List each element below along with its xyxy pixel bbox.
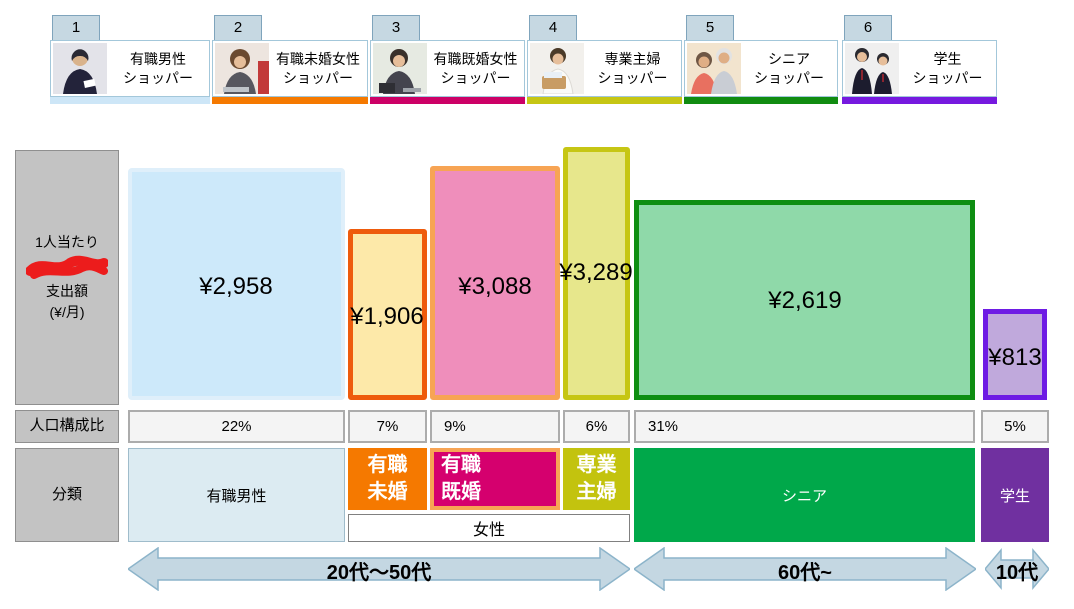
segment-name: 有職男性 — [130, 50, 186, 67]
segment-name: 有職未婚女性 — [276, 50, 360, 67]
segment-suffix: ショッパー — [123, 69, 193, 86]
age-arrow-60s-plus — [634, 547, 976, 591]
students-photo-icon — [845, 43, 899, 94]
segment-photo-box: 有職未婚女性 ショッパー — [212, 40, 368, 97]
classification-employed-married: 有職 既婚 — [430, 448, 560, 510]
bar-value-employed-unmarried-female: ¥1,906 — [350, 303, 424, 330]
segment-card-housewife: 4 専業主婦 ショッパー — [527, 15, 682, 105]
classification-student: 学生 — [981, 448, 1049, 542]
segment-number: 1 — [71, 19, 81, 36]
population-ratio-label: 人口構成比 — [15, 410, 119, 443]
segment-suffix: ショッパー — [754, 69, 824, 86]
classification-label-text: 分類 — [51, 485, 82, 503]
employed-unmarried-female-photo-icon — [215, 43, 269, 94]
segment-number: 3 — [391, 19, 401, 36]
segment-name: 有職既婚女性 — [433, 50, 518, 67]
population-cell-student: 5% — [981, 410, 1049, 443]
bar-value-employed-male: ¥2,958 — [199, 273, 273, 300]
segment-number: 2 — [233, 19, 243, 36]
segment-card-employed-unmarried-female: 2 有職未婚女性 ショッパー — [212, 15, 368, 105]
segment-card-senior: 5 シニア ショッパー — [684, 15, 838, 105]
segment-accent-bar — [50, 97, 210, 104]
population-cell-senior: 31% — [634, 410, 975, 443]
segment-caption: 専業主婦 ショッパー — [584, 50, 681, 88]
segment-photo-box: 有職男性 ショッパー — [50, 40, 210, 97]
segment-number: 4 — [548, 19, 558, 36]
bar-student — [983, 309, 1047, 400]
segment-number: 5 — [705, 19, 715, 36]
segment-caption: シニア ショッパー — [741, 50, 837, 88]
y-axis-label-box: 1人当たり 支出額 (¥/月) — [15, 150, 119, 405]
segment-number-tab: 5 — [686, 15, 734, 41]
segment-number: 6 — [863, 19, 873, 36]
segment-name: 学生 — [933, 50, 962, 67]
segment-number-tab: 4 — [529, 15, 577, 41]
segment-name: 専業主婦 — [604, 50, 661, 67]
bar-value-senior: ¥2,619 — [768, 287, 842, 314]
segment-number-tab: 2 — [214, 15, 262, 41]
classification-senior: シニア — [634, 448, 975, 542]
y-axis-label-line3: (¥/月) — [49, 304, 85, 320]
segment-suffix: ショッパー — [440, 69, 511, 86]
population-ratio-label-text: 人口構成比 — [29, 417, 105, 435]
segment-photo-box: 有職既婚女性 ショッパー — [370, 40, 525, 97]
age-label-20s-50s: 20代〜50代 — [326, 562, 432, 584]
y-axis-label-line2: 支出額 — [46, 283, 88, 299]
segment-number-tab: 6 — [844, 15, 892, 41]
population-cell-employed-unmarried-female: 7% — [348, 410, 427, 443]
classification-female-span: 女性 — [348, 514, 630, 542]
segment-accent-bar — [842, 97, 997, 104]
segment-number-tab: 1 — [52, 15, 100, 41]
segment-suffix: ショッパー — [597, 69, 668, 86]
segment-caption: 有職未婚女性 ショッパー — [269, 50, 367, 88]
segment-caption: 学生 ショッパー — [899, 50, 996, 88]
classification-housewife: 専業 主婦 — [563, 448, 630, 510]
segment-number-tab: 3 — [372, 15, 420, 41]
segment-photo-box: 学生 ショッパー — [842, 40, 997, 97]
segment-card-employed-male: 1 有職男性 ショッパー — [50, 15, 210, 105]
classification-employed-male: 有職男性 — [128, 448, 345, 542]
segment-suffix: ショッパー — [283, 69, 353, 86]
employed-married-female-photo-icon — [373, 43, 427, 94]
segment-accent-bar — [370, 97, 525, 104]
segment-card-student: 6 学生 ショッパー — [842, 15, 997, 105]
classification-label: 分類 — [15, 448, 119, 542]
employed-male-photo-icon — [53, 43, 107, 94]
segment-accent-bar — [684, 97, 838, 104]
population-cell-housewife: 6% — [563, 410, 630, 443]
bar-employed-male — [128, 168, 345, 400]
y-axis-label-line1: 1人当たり — [35, 234, 99, 250]
segment-accent-bar — [212, 97, 368, 104]
segment-photo-box: 専業主婦 ショッパー — [527, 40, 682, 97]
segment-photo-box: シニア ショッパー — [684, 40, 838, 97]
bar-employed-unmarried-female — [348, 229, 427, 400]
bar-value-student: ¥813 — [988, 344, 1042, 371]
bar-employed-married-female — [430, 166, 560, 400]
bar-senior — [634, 200, 975, 400]
age-label-10s: 10代 — [995, 562, 1039, 584]
bar-value-employed-married-female: ¥3,088 — [458, 273, 532, 300]
segment-suffix: ショッパー — [912, 69, 983, 86]
population-cell-employed-male: 22% — [128, 410, 345, 443]
bar-value-housewife: ¥3,289 — [559, 259, 633, 286]
housewife-photo-icon — [530, 43, 584, 94]
classification-employed-unmarried: 有職 未婚 — [348, 448, 427, 510]
segment-card-employed-married-female: 3 有職既婚女性 ショッパー — [370, 15, 525, 105]
age-label-60s-plus: 60代~ — [778, 562, 832, 584]
bar-housewife — [563, 147, 630, 400]
age-arrow-20s-50s — [128, 547, 630, 591]
segment-caption: 有職既婚女性 ショッパー — [427, 50, 524, 88]
age-arrow-10s — [985, 547, 1049, 591]
segment-name: シニア — [768, 50, 810, 67]
segment-caption: 有職男性 ショッパー — [107, 50, 209, 88]
senior-couple-photo-icon — [687, 43, 741, 94]
segment-accent-bar — [527, 97, 682, 104]
red-scribble-redaction — [26, 255, 108, 279]
population-cell-employed-married-female: 9% — [430, 410, 560, 443]
